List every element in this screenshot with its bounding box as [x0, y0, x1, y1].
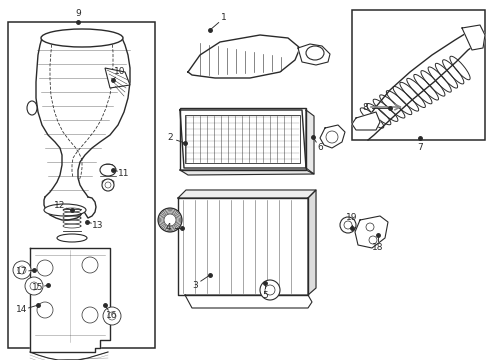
Circle shape: [158, 208, 182, 232]
Polygon shape: [30, 248, 110, 352]
Circle shape: [82, 257, 98, 273]
Text: 19: 19: [346, 213, 357, 222]
Circle shape: [368, 236, 376, 244]
Polygon shape: [105, 68, 130, 88]
Text: 15: 15: [32, 284, 43, 292]
Text: 8: 8: [362, 104, 367, 112]
Circle shape: [103, 307, 121, 325]
Ellipse shape: [57, 234, 87, 242]
Text: 6: 6: [317, 144, 322, 153]
Circle shape: [25, 277, 43, 295]
Text: 12: 12: [54, 202, 65, 211]
Circle shape: [18, 266, 26, 274]
Ellipse shape: [100, 164, 116, 176]
Circle shape: [325, 131, 337, 143]
Text: 18: 18: [371, 243, 383, 252]
Text: 2: 2: [167, 134, 172, 143]
Text: 7: 7: [416, 143, 422, 152]
Polygon shape: [305, 110, 313, 174]
Circle shape: [260, 280, 280, 300]
Polygon shape: [178, 190, 315, 198]
Polygon shape: [184, 295, 311, 308]
Ellipse shape: [102, 180, 114, 184]
Text: 5: 5: [262, 291, 267, 300]
Text: 3: 3: [192, 280, 198, 289]
Circle shape: [102, 179, 114, 191]
Ellipse shape: [305, 46, 324, 60]
Polygon shape: [180, 170, 313, 175]
Text: 1: 1: [221, 13, 226, 22]
Bar: [351, 10, 484, 140]
Text: 10: 10: [114, 68, 125, 77]
Circle shape: [163, 214, 176, 226]
Circle shape: [339, 217, 355, 233]
Circle shape: [82, 307, 98, 323]
Circle shape: [108, 312, 116, 320]
Polygon shape: [354, 216, 387, 248]
Text: 14: 14: [16, 306, 28, 315]
Polygon shape: [351, 112, 379, 130]
Ellipse shape: [27, 101, 37, 115]
Circle shape: [365, 223, 373, 231]
Text: 9: 9: [75, 9, 81, 18]
Circle shape: [37, 302, 53, 318]
Circle shape: [105, 182, 111, 188]
Polygon shape: [461, 25, 484, 50]
Ellipse shape: [44, 204, 86, 216]
Bar: [184, 115, 299, 163]
Circle shape: [343, 221, 351, 229]
Circle shape: [30, 282, 38, 290]
Polygon shape: [307, 190, 315, 295]
Circle shape: [37, 260, 53, 276]
Circle shape: [13, 261, 31, 279]
Ellipse shape: [41, 29, 123, 47]
Bar: [8, 22, 155, 348]
Polygon shape: [180, 110, 305, 168]
Polygon shape: [187, 35, 299, 78]
Text: 13: 13: [92, 220, 103, 230]
Text: 17: 17: [16, 267, 28, 276]
Text: 4: 4: [165, 224, 170, 233]
Text: 16: 16: [106, 311, 118, 320]
Bar: [180, 108, 305, 170]
Text: 11: 11: [118, 168, 129, 177]
Polygon shape: [319, 125, 345, 148]
Polygon shape: [297, 44, 329, 65]
Polygon shape: [178, 198, 307, 295]
Circle shape: [264, 285, 274, 295]
